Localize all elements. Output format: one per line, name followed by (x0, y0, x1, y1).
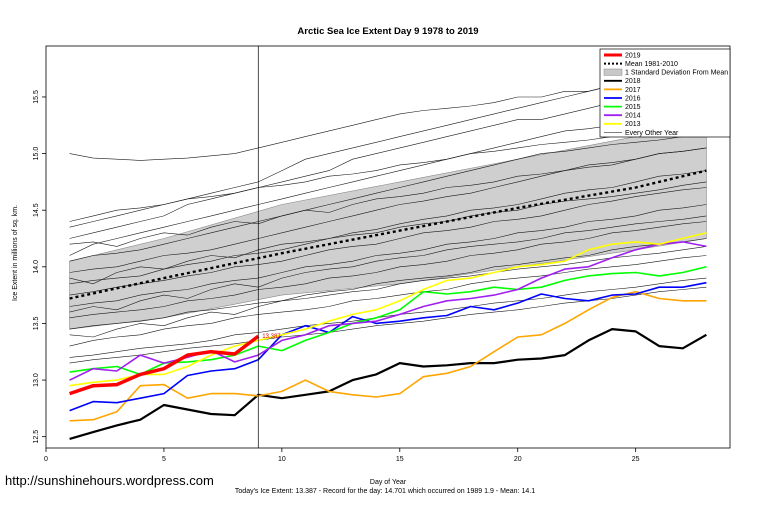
legend-item: 2014 (604, 113, 641, 120)
other-year-line (69, 277, 707, 358)
series-line-2017 (69, 290, 707, 422)
series-line-2018 (69, 328, 707, 440)
y-axis: 12.5 13.0 13.5 14.0 14.5 15.0 15.5 (33, 90, 46, 443)
legend-label: 1 Standard Deviation From Mean (625, 70, 728, 77)
plot-area: 13.387 (45, 45, 731, 449)
x-tick-label: 20 (514, 456, 522, 463)
legend-item: 2013 (604, 121, 641, 128)
x-tick-label: 0 (44, 456, 48, 463)
other-year-line (69, 286, 707, 364)
legend: 2019 Mean 1981-2010 1 Standard Deviation F… (599, 48, 731, 138)
annotation-layer: 13.387 (262, 334, 281, 340)
other-year-line (69, 147, 707, 247)
legend-label: Every Other Year (625, 130, 679, 137)
legend-item: Every Other Year (604, 130, 679, 137)
legend-label: 2018 (625, 78, 641, 85)
y-tick-label: 12.5 (33, 430, 40, 444)
other-year-line (69, 181, 707, 285)
other-year-line (69, 170, 707, 285)
other-year-line (69, 130, 707, 262)
y-tick-label: 13.0 (33, 373, 40, 387)
x-tick-label: 10 (278, 456, 286, 463)
other-year-line (69, 125, 707, 222)
x-tick-label: 25 (632, 456, 640, 463)
x-tick-label: 5 (162, 456, 166, 463)
chart-title: Arctic Sea Ice Extent Day 9 1978 to 2019 (297, 26, 478, 37)
watermark-url: http://sunshinehours.wordpress.com (5, 473, 214, 488)
mean-line-layer (69, 169, 707, 300)
series-line-2016 (69, 281, 707, 412)
series-line-2019 (69, 334, 260, 396)
legend-item: Mean 1981-2010 (604, 61, 678, 68)
other-year-line (69, 187, 707, 296)
current-value-label: 13.387 (262, 334, 281, 340)
legend-swatch (603, 68, 623, 76)
legend-label: 2016 (625, 95, 641, 102)
legend-item: 1 Standard Deviation From Mean (603, 68, 728, 77)
legend-label: 2013 (625, 121, 641, 128)
other-year-line (69, 255, 707, 347)
x-tick-label: 15 (396, 456, 404, 463)
legend-label: Mean 1981-2010 (625, 61, 678, 68)
legend-item: 2018 (604, 78, 641, 85)
y-tick-label: 13.5 (33, 317, 40, 331)
mean-line (69, 169, 707, 300)
x-axis-label: Day of Year (370, 479, 407, 486)
legend-label: 2019 (625, 52, 641, 59)
footer-stats: Today's Ice Extent: 13.387 - Record for … (235, 488, 535, 495)
y-tick-label: 15.5 (33, 90, 40, 104)
legend-item: 2017 (604, 87, 641, 94)
other-year-line (69, 246, 707, 338)
other-year-line (69, 147, 707, 273)
series-line-2013 (69, 232, 707, 387)
y-tick-label: 14.5 (33, 203, 40, 217)
other-year-line (69, 238, 707, 330)
legend-label: 2017 (625, 87, 641, 94)
plot-frame (45, 45, 731, 449)
other-years-layer (69, 62, 707, 364)
y-axis-label: Ice Extent in millions of sq. km. (12, 205, 19, 301)
legend-item: 2016 (604, 95, 641, 102)
legend-label: 2015 (625, 104, 641, 111)
legend-label: 2014 (625, 113, 641, 120)
x-axis: 0 5 10 15 20 25 (44, 448, 640, 463)
highlighted-series-layer (69, 232, 707, 440)
y-tick-label: 15.0 (33, 147, 40, 161)
other-year-line (69, 215, 707, 313)
other-year-line (69, 204, 707, 307)
other-year-line (69, 221, 707, 319)
legend-item: 2019 (604, 52, 641, 59)
y-tick-label: 14.0 (33, 260, 40, 274)
legend-item: 2015 (604, 104, 641, 111)
